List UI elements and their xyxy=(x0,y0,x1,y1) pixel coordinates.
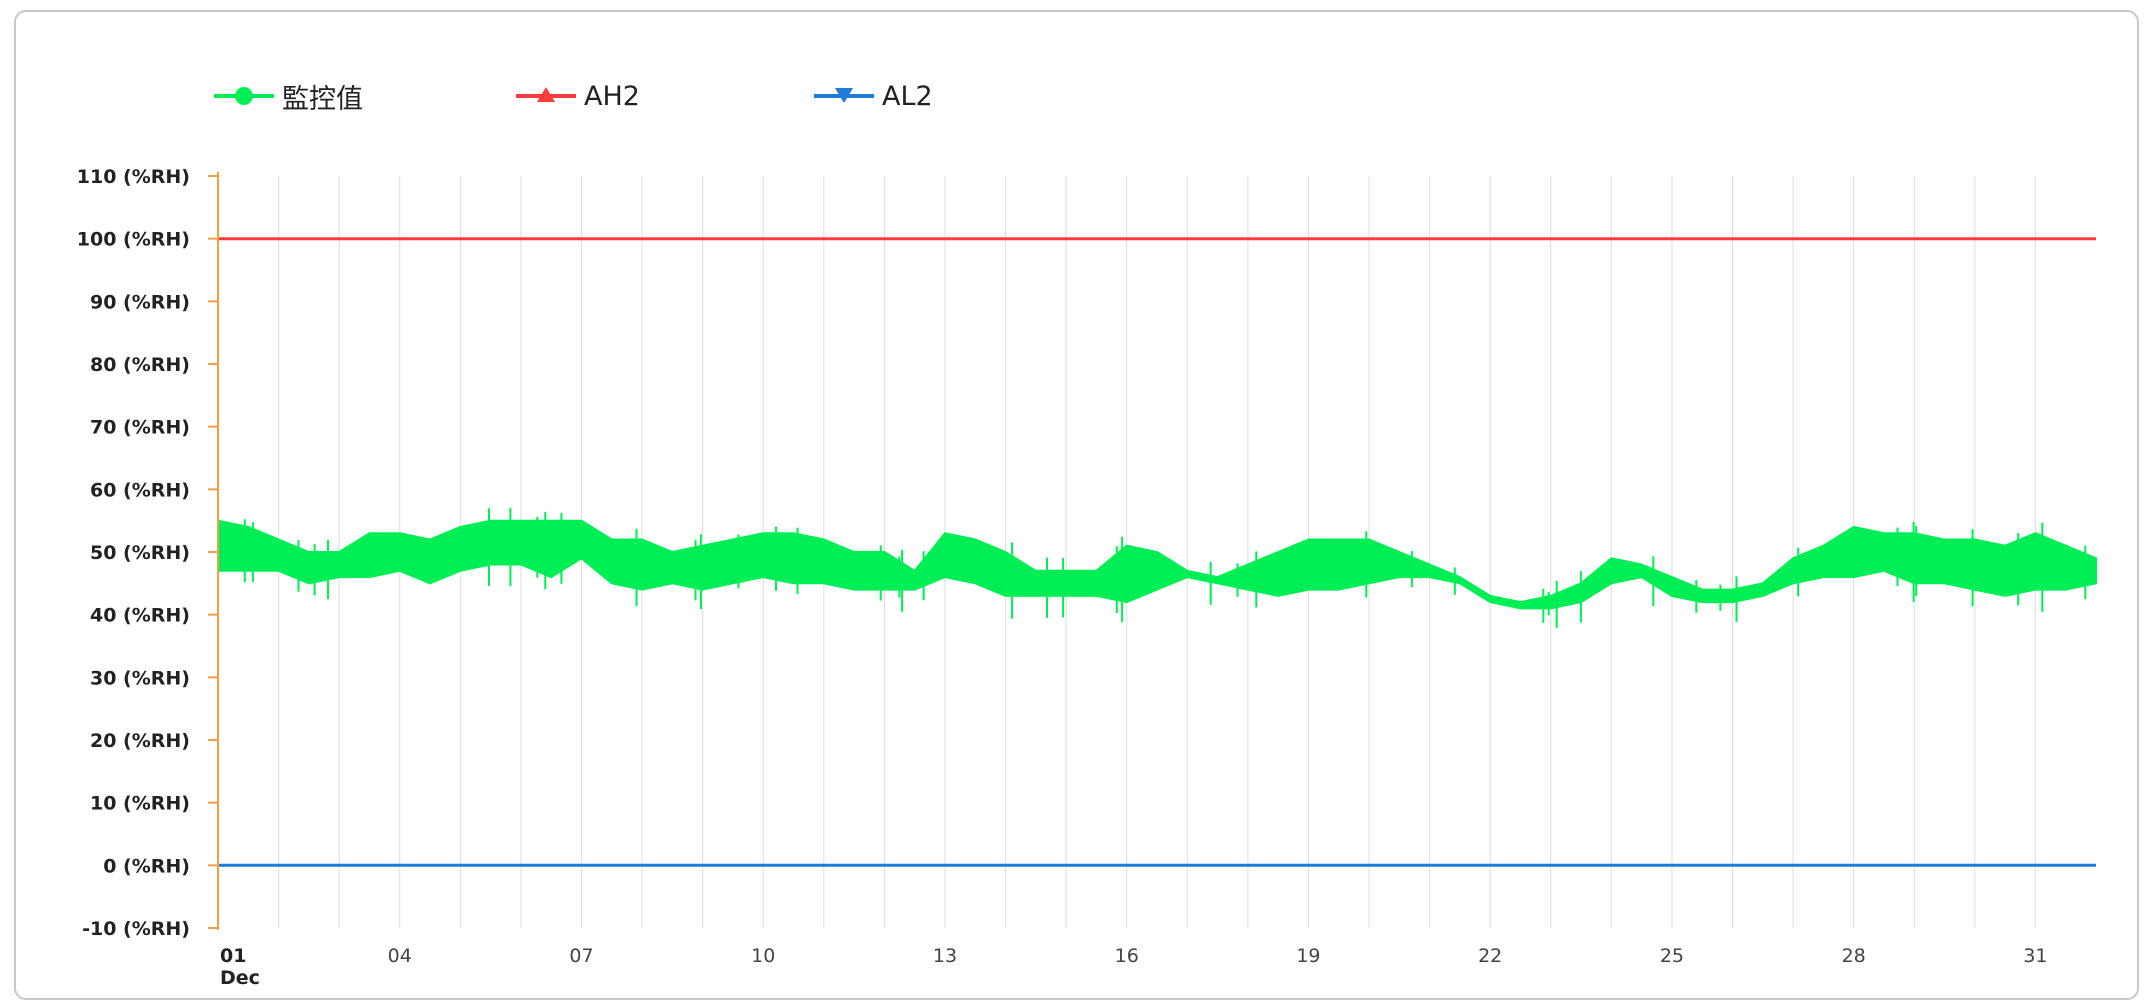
y-tick-label: 50 (%RH) xyxy=(90,542,190,564)
x-tick-label: 19 xyxy=(1296,945,1320,967)
legend-marker-triangle-up-icon xyxy=(516,87,576,102)
legend-triangle xyxy=(537,87,555,102)
legend-item-al2[interactable]: AL2 xyxy=(814,76,933,116)
y-tick-label: 20 (%RH) xyxy=(90,730,190,752)
y-tick-label: 0 (%RH) xyxy=(103,855,190,877)
x-tick-label: 01 xyxy=(220,945,246,967)
legend-label-al2: AL2 xyxy=(882,80,933,112)
y-tick-label: 40 (%RH) xyxy=(90,605,190,627)
axes xyxy=(208,172,219,930)
x-tick-label: 31 xyxy=(2023,945,2047,967)
y-tick-label: 30 (%RH) xyxy=(90,667,190,689)
y-tick-label: -10 (%RH) xyxy=(82,918,190,940)
x-axis-labels: 01 04 07 10 13 16 19 22 25 28 31 Dec xyxy=(220,945,2048,988)
legend-triangle xyxy=(835,88,853,103)
y-tick-label: 110 (%RH) xyxy=(77,166,190,188)
x-tick-label: 16 xyxy=(1115,945,1139,967)
x-month-label: Dec xyxy=(220,967,260,988)
legend-item-monitor[interactable]: 監控值 xyxy=(214,76,363,116)
legend-item-ah2[interactable]: AH2 xyxy=(516,76,640,116)
x-tick-label: 25 xyxy=(1660,945,1684,967)
y-tick-label: 70 (%RH) xyxy=(90,417,190,439)
x-tick-label: 07 xyxy=(569,945,593,967)
series-band xyxy=(217,507,2097,628)
series-layer xyxy=(217,237,2097,867)
x-tick-label: 04 xyxy=(388,945,412,967)
x-tick-label: 28 xyxy=(1842,945,1866,967)
y-tick-label: 80 (%RH) xyxy=(90,354,190,376)
legend-label-monitor: 監控值 xyxy=(282,83,363,115)
chart-panel xyxy=(14,10,2139,1000)
legend-marker-circle-icon xyxy=(214,87,274,105)
x-tick-label: 22 xyxy=(1478,945,1502,967)
x-tick-label: 13 xyxy=(933,945,957,967)
legend-label-ah2: AH2 xyxy=(584,80,640,112)
y-tick-label: 100 (%RH) xyxy=(77,229,190,251)
y-axis-labels: -10 (%RH) 0 (%RH) 10 (%RH) 20 (%RH) 30 (%RH)… xyxy=(77,166,190,940)
y-tick-label: 10 (%RH) xyxy=(90,793,190,815)
legend-marker-triangle-down-icon xyxy=(814,88,874,103)
y-tick-label: 60 (%RH) xyxy=(90,479,190,501)
x-tick-label: 10 xyxy=(751,945,775,967)
y-tick-label: 90 (%RH) xyxy=(90,291,190,313)
legend-dot xyxy=(235,87,253,105)
